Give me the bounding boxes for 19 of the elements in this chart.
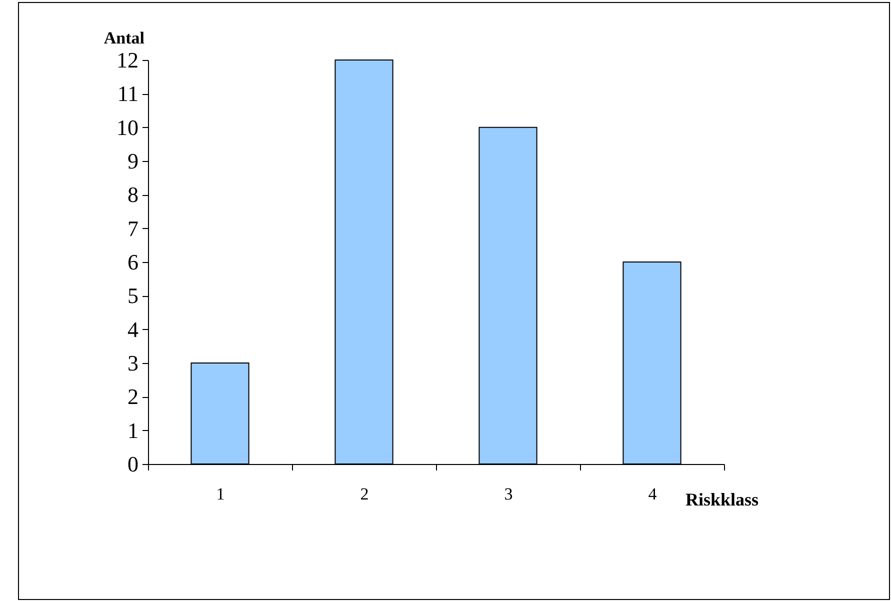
y-tick-label: 5 — [128, 283, 138, 308]
y-tick-label: 0 — [128, 452, 138, 476]
y-tick-label: 3 — [128, 350, 138, 376]
y-axis-title: Antal — [104, 28, 145, 48]
x-tick-label: 3 — [504, 484, 513, 504]
y-tick-label: 8 — [128, 182, 138, 208]
y-tick-label: 10 — [116, 114, 138, 140]
y-tick-label: 1 — [128, 418, 138, 443]
x-tick-label: 2 — [360, 484, 369, 504]
y-tick-label: 4 — [128, 316, 138, 342]
x-tick-label: 4 — [648, 484, 658, 504]
y-tick-label: 7 — [128, 216, 138, 241]
x-axis-title: Riskklass — [686, 490, 759, 510]
y-tick-label: 6 — [128, 250, 138, 274]
y-tick-label: 2 — [128, 384, 138, 410]
x-tick-label: 1 — [216, 484, 225, 504]
y-tick-label: 9 — [128, 148, 138, 174]
y-tick-label: 12 — [116, 48, 138, 72]
y-tick-label: 11 — [117, 81, 138, 106]
